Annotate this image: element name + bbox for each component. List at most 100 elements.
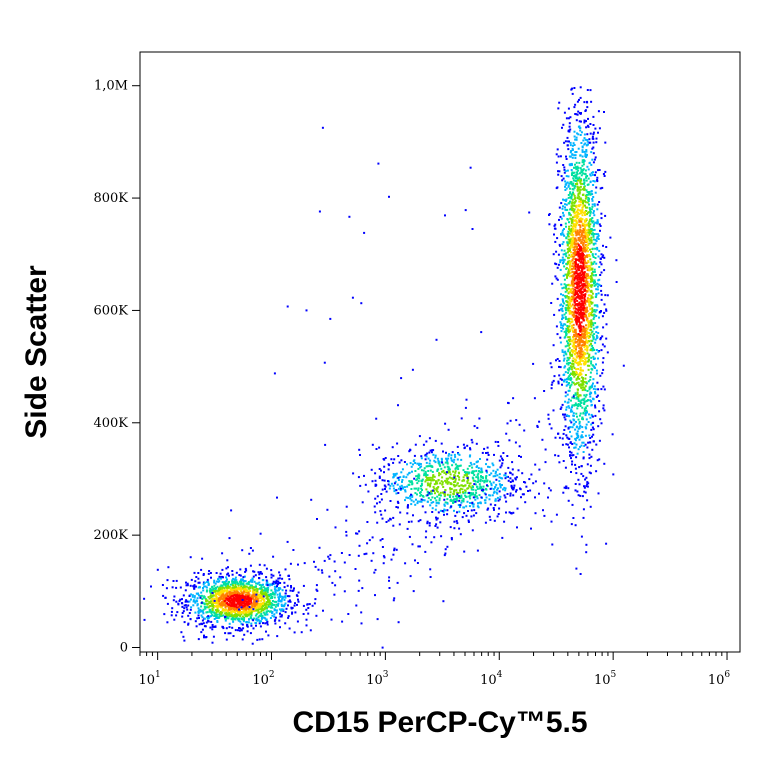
data-point [590,319,593,322]
data-point [584,491,587,494]
data-point [584,250,587,253]
data-point [189,618,192,620]
data-point [585,360,588,363]
data-point [405,476,408,479]
data-point [573,194,576,197]
data-point [563,486,566,489]
data-point [246,593,249,596]
data-point [584,309,587,311]
data-point [600,293,603,296]
data-point [284,596,287,599]
data-point [584,389,587,392]
data-point [558,206,561,209]
data-point [578,327,581,329]
data-point [594,391,596,394]
data-point [590,208,593,211]
data-point [288,599,291,602]
data-point [276,580,279,583]
data-point [581,276,584,279]
data-point [512,494,515,497]
data-point [571,265,574,268]
data-point [426,452,429,455]
data-point [257,599,260,602]
data-point [589,173,592,176]
data-point [576,167,579,170]
data-point [207,616,210,619]
data-point [181,612,184,614]
data-point [267,586,270,589]
data-point [428,451,431,454]
data-point [567,487,570,490]
data-point [378,468,381,470]
data-point [185,606,188,609]
data-point [579,383,582,386]
data-point [570,340,573,343]
data-point [576,258,579,261]
data-point [266,623,269,626]
data-point [196,604,199,607]
data-point [562,286,565,289]
data-point [209,591,212,594]
data-point [422,443,425,446]
data-point [207,620,210,622]
data-point [593,260,596,263]
data-point [221,609,224,612]
data-point [433,459,436,462]
data-point [585,223,588,226]
data-point [230,608,233,611]
data-point [584,286,587,288]
data-point [590,272,593,275]
data-point [603,345,606,348]
data-point [567,272,570,275]
data-point [576,308,579,311]
data-point [596,381,599,384]
data-point [584,289,587,292]
data-point [581,230,584,232]
data-point [585,307,588,310]
data-point [414,462,417,464]
data-point [591,193,594,196]
data-point [498,480,501,483]
data-point [594,274,597,277]
data-point [231,570,234,572]
data-point [577,403,580,405]
data-point [434,525,437,527]
data-point [577,398,580,401]
data-point [399,489,402,491]
data-point [571,204,574,207]
data-point [582,355,585,358]
data-point [580,240,583,243]
data-point [259,625,262,628]
data-point [585,279,588,282]
data-point [586,206,589,209]
data-point [392,473,395,476]
data-point [449,498,452,501]
data-point [184,604,187,607]
data-point [598,284,601,287]
data-point [364,483,367,486]
data-point [579,199,582,202]
data-point [245,590,248,593]
data-point [589,181,592,184]
data-point [581,381,584,384]
data-point [448,470,451,473]
data-point [271,603,274,606]
data-point [230,592,233,594]
data-point [283,581,286,584]
data-point [510,485,513,488]
data-point [605,308,608,311]
data-point [599,229,601,232]
data-point [585,543,588,546]
data-point [472,505,475,508]
data-point [581,149,584,152]
data-point [370,468,373,471]
data-point [556,297,559,300]
data-point [591,233,594,236]
data-point [580,434,583,437]
data-point [571,230,574,232]
data-point [430,479,433,482]
data-point [601,335,604,338]
data-point [200,622,203,625]
data-point [576,215,579,218]
data-point [252,627,255,630]
